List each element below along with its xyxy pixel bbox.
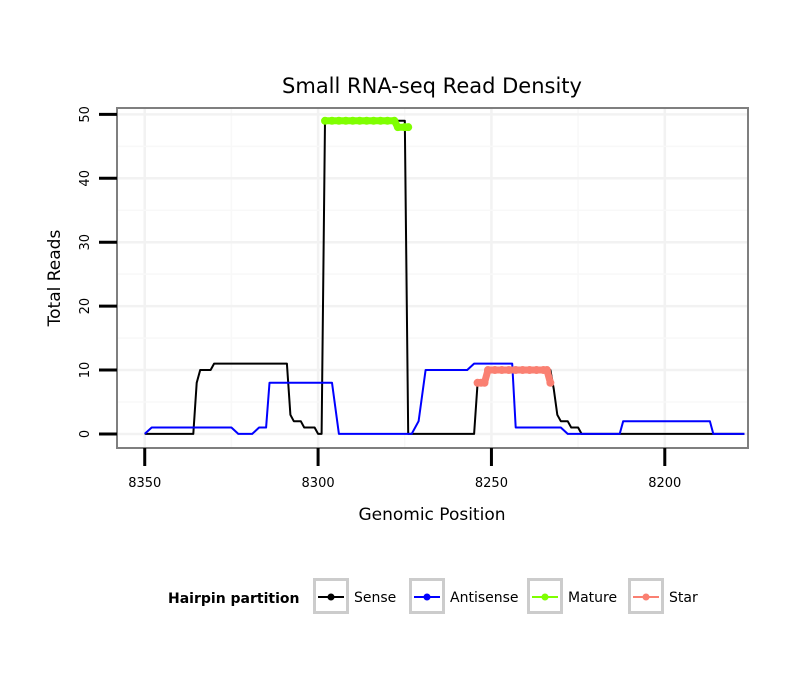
y-tick-label: 10: [78, 362, 93, 379]
series-mature-point: [348, 116, 357, 125]
y-tick-label: 20: [78, 298, 93, 315]
x-tick-label: 8350: [128, 476, 161, 491]
series-mature-point: [327, 116, 336, 125]
chart-title: Small RNA-seq Read Density: [282, 74, 582, 98]
series-star-point: [511, 366, 520, 375]
series-mature-point: [404, 123, 413, 132]
y-tick-label: 50: [78, 106, 93, 123]
grid: [117, 108, 748, 448]
legend-label-sense: Sense: [354, 590, 396, 606]
series-mature-point: [321, 116, 330, 125]
series-star-point: [525, 366, 534, 375]
legend-label-mature: Mature: [568, 590, 617, 606]
series-antisense-line: [144, 362, 745, 435]
series-mature-point: [334, 116, 343, 125]
series-mature-point: [362, 116, 371, 125]
series-mature-point: [369, 116, 378, 125]
series-star-point: [518, 366, 527, 375]
series-mature-point: [355, 116, 364, 125]
series-mature-point: [341, 116, 350, 125]
series-mature-point: [383, 116, 392, 125]
plot-border: [116, 107, 749, 449]
y-tick-label: 40: [78, 170, 93, 187]
series-star-point: [542, 366, 551, 375]
y-axis-title: Total Reads: [45, 230, 65, 328]
plot-panel: [117, 108, 748, 448]
legend-label-antisense: Antisense: [450, 590, 519, 606]
legend-label-star: Star: [669, 590, 698, 606]
series-layer: [144, 116, 745, 435]
legend-title: Hairpin partition: [168, 591, 299, 607]
series-star-point: [497, 366, 506, 375]
series-star-point: [532, 366, 541, 375]
y-tick-label: 0: [78, 430, 93, 438]
x-tick-label: 8300: [302, 476, 335, 491]
x-tick-label: 8200: [648, 476, 681, 491]
x-tick-label: 8250: [475, 476, 508, 491]
series-mature-point: [393, 123, 402, 132]
series-star-point: [483, 366, 492, 375]
legend-dot-mature: [541, 593, 549, 601]
series-star-point: [546, 378, 555, 387]
legend-dot-sense: [327, 593, 335, 601]
series-star-point: [490, 366, 499, 375]
y-tick-label: 30: [78, 234, 93, 251]
series-star-point: [504, 366, 513, 375]
axes: 8350 8300 8250 8200 0 10 20 30 40 50: [78, 106, 681, 491]
series-star-point: [480, 378, 489, 387]
legend: Hairpin partition Sense Antisense Mature St…: [168, 578, 698, 614]
legend-dot-star: [642, 593, 650, 601]
legend-dot-antisense: [423, 593, 431, 601]
series-mature-point: [390, 116, 399, 125]
series-mature-point: [376, 116, 385, 125]
x-axis-title: Genomic Position: [358, 505, 505, 525]
